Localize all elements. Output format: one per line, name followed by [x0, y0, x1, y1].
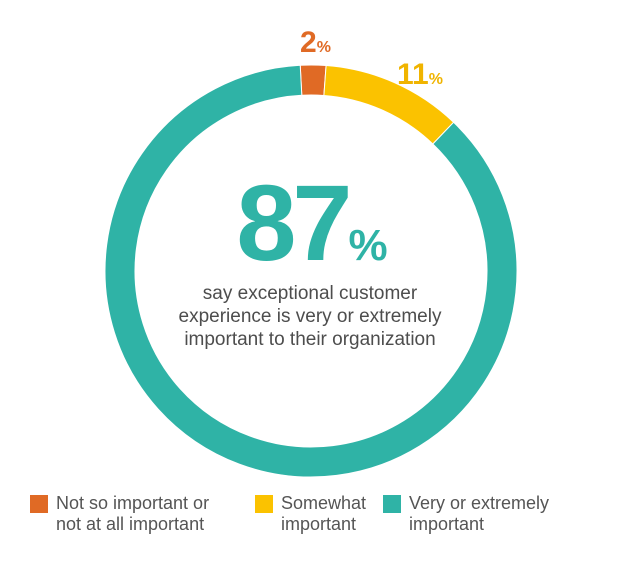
legend-item-somewhat: Somewhat important [255, 493, 383, 535]
legend-text: important [281, 514, 357, 534]
legend-text: important [409, 514, 485, 534]
center-text: say exceptional customer experience is v… [160, 282, 460, 351]
legend-swatch [383, 495, 401, 513]
legend-text: Very or extremely [409, 493, 550, 513]
slice-very-important [104, 64, 518, 478]
legend-text: Not so important or [56, 493, 210, 513]
legend-item-very-important: Very or extremely important [383, 493, 549, 535]
legend-text: not at all important [56, 514, 205, 534]
legend-text: Somewhat [281, 493, 367, 513]
data-label-somewhat: 11% [397, 58, 443, 91]
legend: Not so important or not at all important … [30, 493, 549, 535]
legend-swatch [255, 495, 273, 513]
data-label-not-important: 2% [300, 26, 331, 59]
legend-swatch [30, 495, 48, 513]
center-value: 87% [236, 162, 388, 283]
center-text-line: say exceptional customer [202, 283, 418, 304]
slice-not-important [299, 64, 327, 97]
center-text-line: experience is very or extremely [178, 306, 442, 327]
center-text-line: important to their organization [184, 329, 436, 350]
legend-item-not-important: Not so important or not at all important [30, 493, 255, 535]
